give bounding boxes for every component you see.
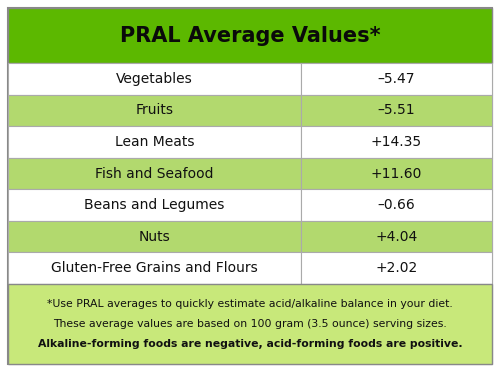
Text: +2.02: +2.02 <box>376 261 418 275</box>
Text: –5.47: –5.47 <box>378 72 415 86</box>
Bar <box>301 126 492 158</box>
Text: +4.04: +4.04 <box>376 230 418 244</box>
Text: Nuts: Nuts <box>138 230 170 244</box>
Text: Alkaline-forming foods are negative, acid-forming foods are positive.: Alkaline-forming foods are negative, aci… <box>38 339 463 349</box>
Bar <box>301 94 492 126</box>
Bar <box>8 221 301 253</box>
Bar <box>8 8 492 63</box>
Text: Fish and Seafood: Fish and Seafood <box>95 167 214 180</box>
Bar <box>8 284 492 364</box>
Text: Lean Meats: Lean Meats <box>114 135 194 149</box>
Text: –0.66: –0.66 <box>378 198 416 212</box>
Text: Beans and Legumes: Beans and Legumes <box>84 198 224 212</box>
Bar <box>301 158 492 189</box>
Text: Fruits: Fruits <box>136 103 173 117</box>
Bar <box>301 189 492 221</box>
Bar <box>8 63 301 94</box>
Text: *Use PRAL averages to quickly estimate acid/alkaline balance in your diet.: *Use PRAL averages to quickly estimate a… <box>47 299 453 309</box>
Text: Vegetables: Vegetables <box>116 72 193 86</box>
Bar <box>8 126 301 158</box>
Text: These average values are based on 100 gram (3.5 ounce) serving sizes.: These average values are based on 100 gr… <box>53 319 447 329</box>
Bar <box>8 189 301 221</box>
Bar <box>8 253 301 284</box>
Text: Gluten-Free Grains and Flours: Gluten-Free Grains and Flours <box>51 261 258 275</box>
Text: +14.35: +14.35 <box>371 135 422 149</box>
Bar <box>301 253 492 284</box>
Bar <box>8 94 301 126</box>
Text: +11.60: +11.60 <box>370 167 422 180</box>
Text: –5.51: –5.51 <box>378 103 415 117</box>
Bar <box>301 221 492 253</box>
Bar <box>8 158 301 189</box>
Bar <box>301 63 492 94</box>
Text: PRAL Average Values*: PRAL Average Values* <box>120 26 380 45</box>
